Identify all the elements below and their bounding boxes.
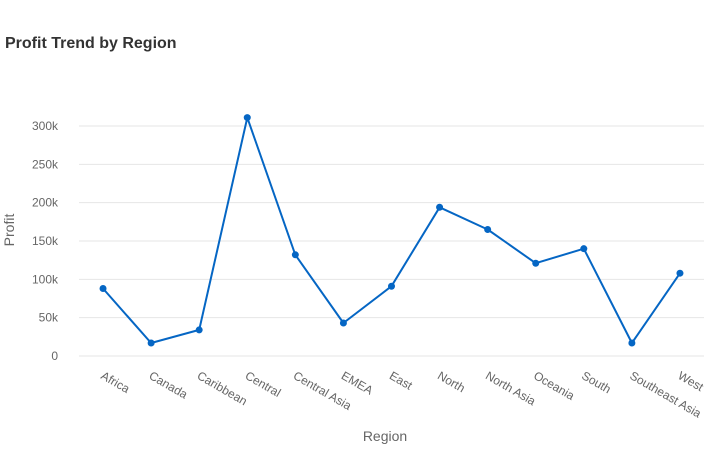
data-point[interactable]	[628, 339, 636, 347]
data-point[interactable]	[532, 259, 540, 267]
data-point[interactable]	[484, 226, 492, 233]
data-point[interactable]	[99, 285, 107, 293]
data-point[interactable]	[339, 319, 347, 327]
x-tick-label: North	[435, 368, 467, 395]
x-tick-label: East	[387, 368, 415, 392]
data-point[interactable]	[243, 114, 251, 122]
y-tick-label: 150k	[32, 234, 59, 248]
x-tick-label: Canada	[147, 368, 191, 401]
x-tick-label: Caribbean	[195, 368, 250, 408]
x-tick-label: West	[675, 368, 704, 394]
x-tick-label: Oceania	[531, 368, 577, 403]
data-point[interactable]	[291, 251, 299, 259]
x-tick-label: North Asia	[483, 368, 538, 408]
data-point[interactable]	[436, 203, 444, 211]
y-tick-label: 100k	[32, 272, 59, 286]
x-axis-title: Region	[363, 428, 407, 444]
gridlines	[79, 125, 704, 357]
series-line	[102, 116, 681, 344]
y-axis-title: Profit	[1, 214, 17, 247]
y-tick-label: 250k	[32, 157, 59, 171]
data-point[interactable]	[580, 245, 588, 253]
y-tick-label: 50k	[39, 311, 59, 325]
data-point[interactable]	[195, 326, 203, 334]
data-point[interactable]	[147, 339, 155, 347]
y-tick-label: 200k	[32, 196, 59, 210]
chart-title: Profit Trend by Region	[5, 35, 177, 52]
y-tick-label: 300k	[32, 119, 59, 133]
x-tick-label: Africa	[99, 368, 133, 396]
data-point[interactable]	[388, 282, 395, 290]
x-tick-label: EMEA	[339, 368, 375, 397]
series-group	[99, 114, 684, 347]
x-tick-label: South	[579, 368, 613, 396]
y-tick-label: 0	[51, 349, 58, 363]
y-axis-ticks: 0 50k 100k 150k 200k 250k 300k	[32, 119, 59, 363]
data-point[interactable]	[676, 269, 684, 277]
